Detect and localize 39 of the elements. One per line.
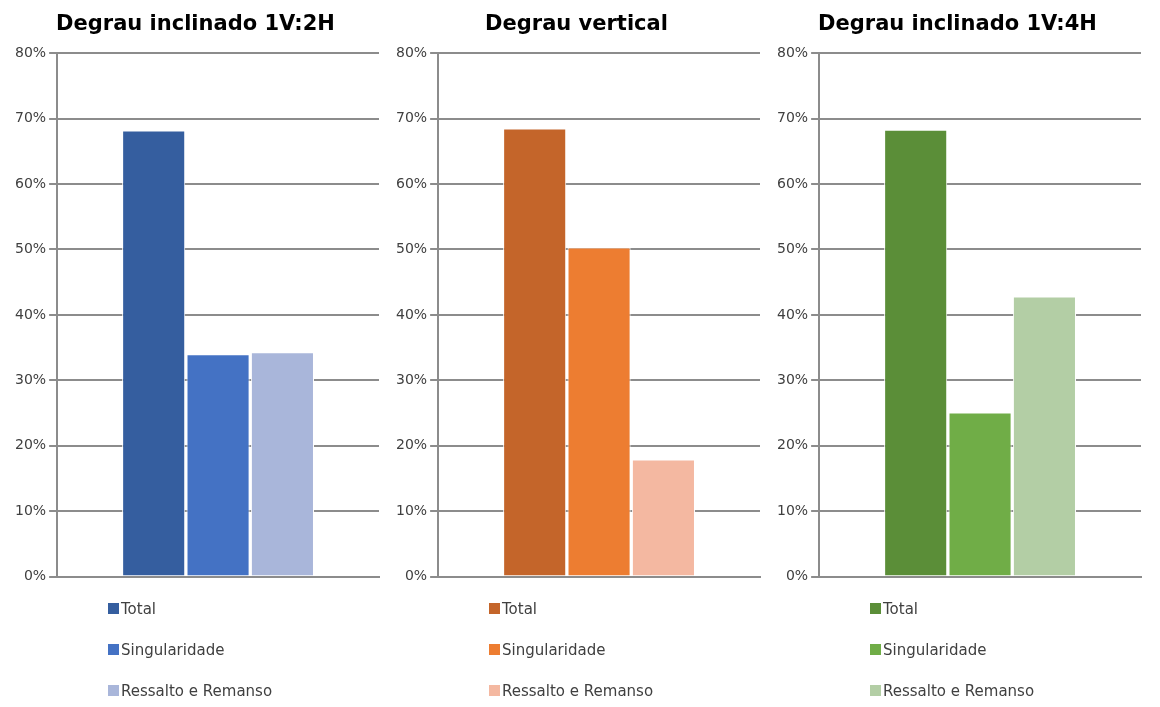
y-tick-label: 70% <box>14 109 47 126</box>
y-tick-label: 50% <box>14 240 47 257</box>
y-tick-label: 0% <box>404 567 428 584</box>
y-tick-label: 30% <box>14 370 47 387</box>
y-tick-label: 0% <box>23 567 47 584</box>
y-tick-label: 80% <box>776 43 809 60</box>
y-tick-label: 70% <box>395 109 428 126</box>
y-tick-label: 40% <box>395 305 428 322</box>
legend-label: Ressalto e Remanso <box>502 681 654 700</box>
y-tick-label: 20% <box>14 436 47 453</box>
y-tick-label: 30% <box>395 370 428 387</box>
y-tick-label: 10% <box>776 501 809 518</box>
legend-label: Singularidade <box>883 640 987 659</box>
y-tick-label: 60% <box>395 174 428 191</box>
y-tick-label: 70% <box>776 109 809 126</box>
y-tick-label: 50% <box>776 240 809 257</box>
legend-label: Total <box>883 599 919 618</box>
y-tick-label: 20% <box>776 436 809 453</box>
y-tick-label: 0% <box>785 567 809 584</box>
y-tick-label: 40% <box>14 305 47 322</box>
y-tick-label: 10% <box>395 501 428 518</box>
y-tick-label: 30% <box>776 370 809 387</box>
y-tick-label: 80% <box>395 43 428 60</box>
legend-label: Ressalto e Remanso <box>121 681 273 700</box>
y-tick-label: 10% <box>14 501 47 518</box>
legend-label: Ressalto e Remanso <box>883 681 1035 700</box>
legend-label: Singularidade <box>121 640 225 659</box>
y-tick-label: 80% <box>14 43 47 60</box>
y-tick-label: 20% <box>395 436 428 453</box>
legend-label: Total <box>121 599 157 618</box>
legend-label: Total <box>502 599 538 618</box>
y-tick-label: 60% <box>776 174 809 191</box>
y-tick-label: 60% <box>14 174 47 191</box>
chart-title: Degrau inclinado 1V:4H <box>818 11 1097 36</box>
chart-title: Degrau inclinado 1V:2H <box>56 11 335 36</box>
legend-label: Singularidade <box>502 640 606 659</box>
y-tick-label: 50% <box>395 240 428 257</box>
chart-title: Degrau vertical <box>485 11 668 36</box>
y-tick-label: 40% <box>776 305 809 322</box>
